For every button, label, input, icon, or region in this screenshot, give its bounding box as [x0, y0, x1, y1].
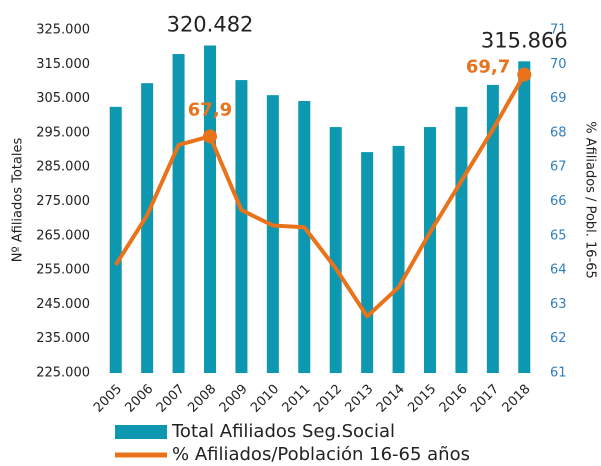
bar [109, 106, 122, 373]
x-tick-label: 2016 [437, 382, 471, 416]
y2-tick-label: 63 [550, 297, 567, 312]
y2-tick-label: 62 [550, 331, 567, 346]
bar [298, 101, 311, 373]
y-tick-label: 275.000 [36, 194, 90, 209]
y-tick-label: 285.000 [36, 160, 90, 175]
bar [361, 152, 374, 373]
legend-label: Total Afiliados Seg.Social [171, 421, 395, 442]
legend-swatch [115, 425, 167, 439]
line-value-label: 69,7 [466, 57, 510, 78]
x-tick-label: 2006 [122, 382, 156, 416]
line-marker [203, 129, 217, 144]
y-tick-label: 265.000 [36, 228, 90, 243]
x-tick-label: 2018 [500, 382, 534, 416]
y2-tick-label: 64 [550, 263, 567, 278]
x-tick-label: 2007 [154, 382, 188, 416]
x-tick-label: 2013 [342, 382, 376, 416]
y2-tick-label: 70 [550, 57, 567, 72]
y2-tick-label: 69 [550, 91, 567, 106]
y-tick-label: 235.000 [36, 331, 90, 346]
bar-value-label: 315.866 [481, 28, 568, 52]
x-tick-label: 2011 [280, 382, 314, 416]
bar [424, 127, 436, 373]
bar [141, 83, 154, 373]
y-tick-label: 225.000 [36, 366, 90, 381]
legend-label: % Afiliados/Población 16-65 años [172, 444, 470, 465]
x-tick-label: 2010 [248, 382, 282, 416]
bar [486, 84, 499, 373]
bar [172, 54, 185, 373]
bar [204, 45, 216, 374]
y-tick-label: 325.000 [36, 23, 90, 38]
y-tick-label: 295.000 [36, 125, 90, 140]
bar [266, 95, 279, 374]
line [114, 73, 527, 319]
y-tick-label: 305.000 [36, 91, 90, 106]
y2-axis-title: % Afiliados / Pobl. 16-65 [583, 121, 598, 279]
x-tick-label: 2017 [468, 382, 502, 416]
y2-tick-label: 65 [550, 228, 567, 243]
line-marker [517, 67, 532, 82]
y2-tick-label: 68 [550, 125, 567, 140]
y2-tick-label: 61 [550, 366, 567, 381]
bar [392, 145, 405, 373]
bar [518, 61, 531, 373]
x-tick-label: 2009 [217, 382, 251, 416]
x-tick-label: 2005 [91, 382, 125, 416]
y-axis-title: Nº Afiliados Totales [11, 138, 26, 263]
line-value-label: 67,9 [188, 99, 232, 120]
y-tick-label: 315.000 [36, 57, 90, 72]
x-tick-label: 2015 [405, 382, 439, 416]
bar [455, 106, 468, 373]
x-tick-label: 2012 [311, 382, 345, 416]
bar [329, 127, 342, 373]
bar [235, 80, 248, 373]
x-tick-label: 2008 [185, 382, 219, 416]
y-tick-label: 255.000 [36, 263, 90, 278]
y2-tick-label: 66 [550, 194, 567, 209]
y2-tick-label: 71 [550, 23, 567, 38]
y2-tick-label: 67 [550, 160, 567, 175]
y-tick-label: 245.000 [36, 297, 90, 312]
bar-value-label: 320.482 [167, 12, 254, 36]
x-tick-label: 2014 [374, 382, 408, 416]
